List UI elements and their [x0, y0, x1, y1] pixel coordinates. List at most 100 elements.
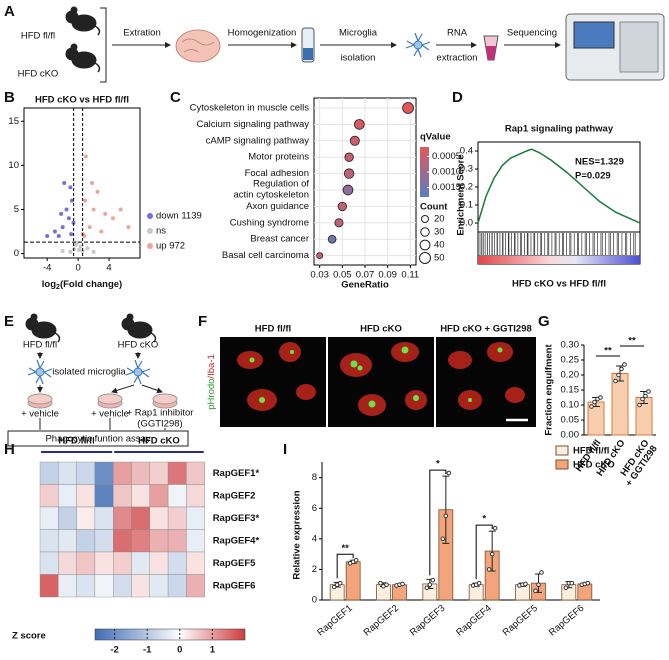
error-bar: [442, 475, 450, 544]
microglia-icon: [405, 32, 431, 58]
heat-cell: [167, 551, 187, 575]
micrograph: [220, 337, 326, 427]
data-point: [585, 580, 591, 586]
dish-icon: [27, 393, 53, 409]
heat-cell: [39, 574, 59, 598]
dot: [337, 201, 347, 212]
group-label: HFD fl/fl: [23, 340, 57, 351]
x-tick-label: RapGEF6: [547, 603, 586, 639]
point: [69, 198, 74, 203]
x-tick-label: RapGEF1: [315, 603, 354, 639]
y-tick-label: 8: [312, 472, 317, 483]
y-tick-label: 0.10: [561, 400, 580, 411]
point: [73, 242, 78, 247]
x-tick-label: 0.11: [401, 270, 419, 281]
group-label: HFD cKO: [118, 340, 159, 351]
point: [110, 216, 115, 221]
stain-label: pHrodo/Iba-1: [206, 354, 217, 409]
size-label: 40: [434, 240, 445, 251]
x-tick-label: 4: [106, 263, 111, 274]
mouse-icon: [121, 313, 157, 343]
row-label: RapGEF5: [213, 558, 256, 569]
data-point: [331, 584, 337, 590]
iba1-signal: [237, 342, 525, 416]
data-point: [486, 567, 492, 572]
data-point: [616, 372, 621, 378]
phrodo-signal: [249, 346, 503, 408]
dot: [349, 135, 360, 146]
point: [59, 211, 64, 216]
brain-folds: [181, 38, 215, 53]
heat-cell: [94, 484, 114, 508]
x-label-part: log: [42, 279, 56, 290]
condition-label: HFD cKO + GGTI298: [440, 324, 532, 335]
heat-cell: [94, 574, 114, 598]
heat-cell: [76, 529, 96, 553]
heat-cell: [76, 574, 96, 598]
heat-cell: [58, 574, 77, 598]
point: [126, 225, 131, 230]
rank-bar: [478, 256, 640, 264]
condition-label: HFD cKO: [360, 324, 402, 335]
data-point: [643, 393, 648, 399]
dot: [402, 102, 414, 114]
heat-cell: [94, 551, 114, 575]
data-point: [523, 581, 528, 587]
dot: [342, 184, 354, 196]
data-point: [440, 536, 446, 542]
category-label: Focal adhesion: [245, 168, 309, 179]
row-label: RapGEF4*: [213, 535, 260, 546]
annotation: NES=1.329: [575, 157, 624, 168]
panel-label: A: [4, 3, 15, 20]
data-point: [446, 470, 452, 476]
step-label: Extration: [123, 28, 161, 39]
data-point: [430, 577, 436, 583]
point: [83, 198, 88, 203]
microglia-icon: [125, 359, 151, 385]
data-point: [637, 402, 642, 408]
heat-cell: [167, 506, 187, 530]
mouse-icon: [65, 6, 101, 36]
x-tick-label: RapGEF5: [501, 603, 540, 639]
category-label: Regulation of: [253, 179, 309, 190]
category-label: Calcium signaling pathway: [197, 119, 310, 130]
panel-label: I: [283, 441, 287, 458]
size-label: 20: [434, 214, 445, 225]
heat-cell: [149, 551, 169, 575]
point: [83, 154, 88, 159]
data-point: [443, 513, 449, 519]
size-key: [419, 252, 431, 264]
stain-part: pHrodo: [206, 379, 217, 410]
heat-cell: [131, 574, 150, 598]
heat-cell: [39, 506, 59, 530]
heat-cell: [186, 551, 205, 575]
heat-cell: [149, 574, 169, 598]
x-tick-label: 0.07: [356, 270, 375, 281]
point: [69, 232, 74, 237]
category-label: actin cytoskeleton: [233, 190, 309, 201]
y-tick-label: 0.3: [460, 164, 473, 175]
point: [118, 207, 123, 212]
legend-title: Z score: [12, 631, 46, 642]
es-line: [477, 148, 641, 224]
point: [56, 233, 61, 238]
bar: [345, 561, 361, 601]
data-point: [384, 582, 389, 588]
legend-label: up 972: [156, 241, 185, 252]
y-tick-label: 0.2: [460, 182, 473, 193]
bar: [577, 583, 593, 601]
assay-label: Phagocytic funtion assay: [45, 434, 150, 445]
heat-cell: [39, 529, 59, 553]
treatment-label: + vehicle: [91, 409, 129, 420]
dot: [316, 252, 324, 260]
dot: [354, 119, 365, 130]
x-axis-label: log2(Fold change): [42, 279, 122, 292]
y-tick-label: 0.00: [561, 430, 580, 441]
y-tick-label: 0.25: [561, 355, 580, 366]
panel-label: D: [452, 89, 463, 106]
group-label: HFD cKO: [138, 436, 180, 447]
heat-cell: [39, 551, 59, 575]
dot: [344, 152, 354, 162]
point: [60, 225, 65, 230]
